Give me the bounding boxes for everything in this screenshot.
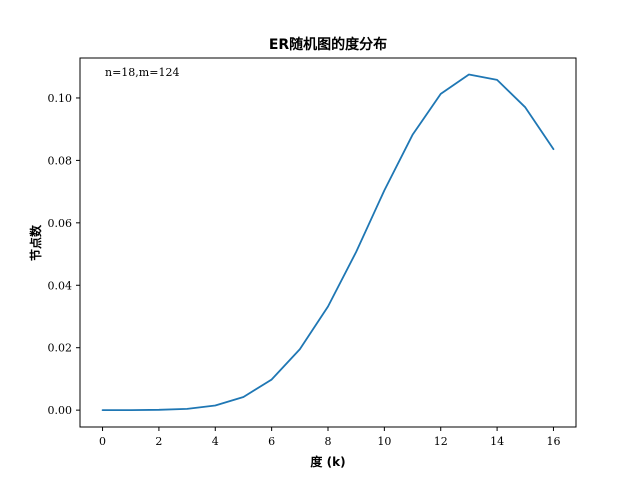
x-tick-label: 4 (212, 435, 219, 448)
x-tick-label: 10 (377, 435, 391, 448)
y-tick-label: 0.10 (48, 92, 73, 105)
x-tick-label: 12 (434, 435, 448, 448)
x-tick-label: 8 (325, 435, 332, 448)
y-tick-label: 0.08 (48, 154, 73, 167)
x-tick-label: 6 (268, 435, 275, 448)
x-tick-label: 16 (546, 435, 560, 448)
chart-marks (101, 73, 555, 412)
x-axis-label: 度 (k) (310, 454, 345, 469)
y-tick-label: 0.00 (48, 404, 73, 417)
y-tick-label: 0.02 (48, 342, 73, 355)
y-axis: 0.00 0.02 0.04 0.06 0.08 0.10 (48, 92, 80, 417)
x-tick-label: 2 (155, 435, 162, 448)
y-tick-label: 0.06 (48, 217, 73, 230)
y-axis-label: 节点数 (28, 224, 43, 261)
chart-title: ER随机图的度分布 (269, 36, 387, 53)
x-tick-label: 14 (490, 435, 504, 448)
x-axis: 0 2 4 6 8 10 12 14 16 (99, 427, 560, 448)
y-tick-label: 0.04 (48, 279, 73, 292)
graph-parameters-annotation: n=18,m=124 (105, 66, 179, 79)
plot-area (80, 58, 576, 427)
series-line (101, 73, 555, 412)
x-tick-label: 0 (99, 435, 106, 448)
